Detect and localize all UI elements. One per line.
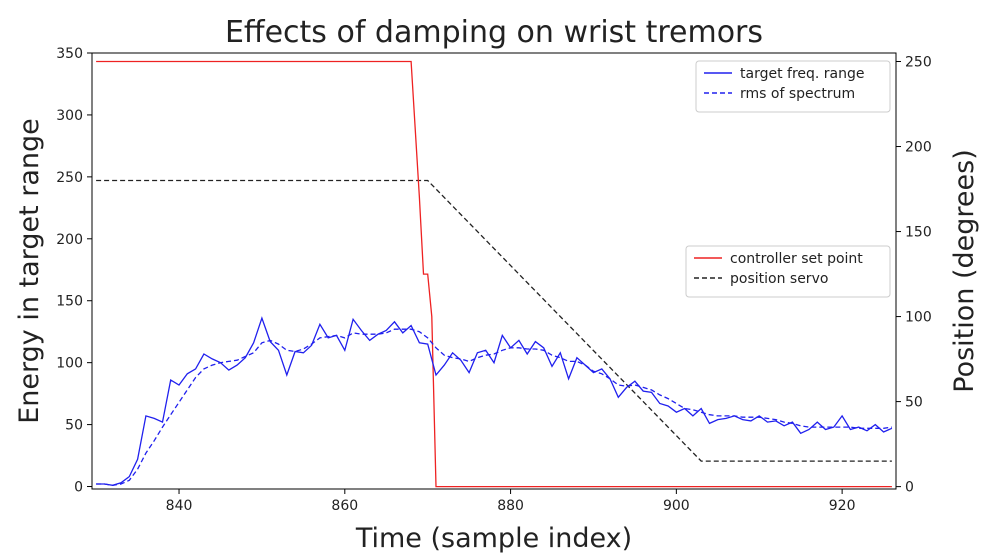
left-y-axis-label: Energy in target range [14, 118, 45, 424]
left-y-tick-label: 0 [74, 480, 83, 496]
chart-title: Effects of damping on wrist tremors [225, 15, 763, 50]
right-y-tick-label: 0 [905, 480, 914, 496]
right-y-tick-label: 250 [905, 55, 932, 71]
right-y-tick-label: 50 [905, 395, 923, 411]
x-tick-label: 840 [166, 498, 193, 514]
left-y-tick-label: 50 [65, 418, 83, 434]
legend-label: target freq. range [740, 66, 865, 82]
legend-label: controller set point [730, 251, 863, 267]
legend-left-axis: target freq. range rms of spectrum [695, 60, 891, 113]
target-freq-range-line [96, 316, 893, 486]
x-axis-ticks: 840 860 880 900 920 [166, 489, 856, 514]
x-tick-label: 900 [663, 498, 690, 514]
rms-of-spectrum-line [96, 328, 892, 486]
left-y-axis-ticks: 0 50 100 150 200 250 300 350 [56, 46, 92, 496]
left-y-tick-label: 250 [56, 170, 83, 186]
x-tick-label: 920 [829, 498, 856, 514]
x-axis-label: Time (sample index) [355, 523, 632, 554]
right-y-axis-label: Position (degrees) [949, 149, 980, 392]
x-tick-label: 880 [497, 498, 524, 514]
right-y-tick-label: 100 [905, 310, 932, 326]
right-y-tick-label: 200 [905, 140, 932, 156]
legend-box [695, 60, 891, 113]
left-y-tick-label: 200 [56, 232, 83, 248]
left-y-tick-label: 300 [56, 108, 83, 124]
plot-lines [96, 60, 893, 488]
left-y-tick-label: 350 [56, 46, 83, 62]
legend-box [685, 245, 891, 298]
x-tick-label: 860 [331, 498, 358, 514]
legend-right-axis: controller set point position servo [685, 245, 891, 298]
left-y-tick-label: 150 [56, 294, 83, 310]
right-y-tick-label: 150 [905, 225, 932, 241]
controller-set-point-line [96, 60, 892, 488]
left-y-tick-label: 100 [56, 356, 83, 372]
axes-frame [91, 52, 897, 490]
legend-label: rms of spectrum [740, 86, 855, 102]
right-y-axis-ticks: 0 50 100 150 200 250 [896, 55, 932, 496]
position-servo-line [96, 179, 892, 462]
legend-label: position servo [730, 271, 828, 287]
